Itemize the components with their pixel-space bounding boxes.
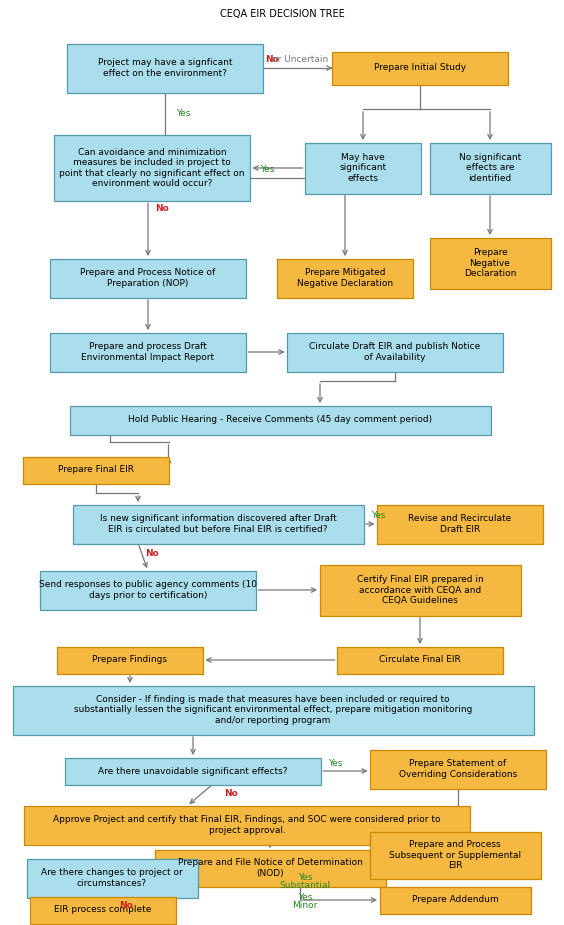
- Text: Revise and Recirculate
Draft EIR: Revise and Recirculate Draft EIR: [408, 514, 512, 534]
- Text: Prepare Addendum: Prepare Addendum: [412, 895, 499, 905]
- FancyBboxPatch shape: [370, 749, 546, 788]
- Text: Prepare
Negative
Declaration: Prepare Negative Declaration: [464, 248, 516, 278]
- Text: Yes: Yes: [371, 512, 385, 521]
- FancyBboxPatch shape: [24, 806, 470, 845]
- FancyBboxPatch shape: [54, 135, 250, 201]
- Text: No: No: [145, 549, 159, 558]
- Text: Prepare Initial Study: Prepare Initial Study: [374, 64, 466, 72]
- FancyBboxPatch shape: [430, 238, 550, 289]
- Text: Approve Project and certify that Final EIR, Findings, and SOC were considered pr: Approve Project and certify that Final E…: [53, 815, 440, 834]
- Text: Minor: Minor: [292, 902, 318, 910]
- FancyBboxPatch shape: [73, 504, 364, 544]
- Text: Substantial: Substantial: [279, 882, 331, 891]
- FancyBboxPatch shape: [67, 43, 263, 92]
- FancyBboxPatch shape: [57, 647, 203, 673]
- FancyBboxPatch shape: [377, 504, 543, 544]
- Text: No: No: [119, 901, 133, 909]
- FancyBboxPatch shape: [50, 332, 246, 372]
- Text: Prepare Final EIR: Prepare Final EIR: [58, 465, 134, 475]
- Text: Prepare Statement of
Overriding Considerations: Prepare Statement of Overriding Consider…: [399, 759, 517, 779]
- FancyBboxPatch shape: [12, 685, 534, 734]
- Text: Yes: Yes: [298, 873, 312, 882]
- Text: Are there unavoidable significant effects?: Are there unavoidable significant effect…: [98, 767, 288, 775]
- FancyBboxPatch shape: [337, 647, 503, 673]
- FancyBboxPatch shape: [50, 258, 246, 298]
- Text: Yes: Yes: [261, 166, 275, 175]
- Text: No: No: [224, 790, 238, 798]
- FancyBboxPatch shape: [27, 858, 197, 897]
- Text: Prepare Mitigated
Negative Declaration: Prepare Mitigated Negative Declaration: [297, 268, 393, 288]
- Text: Project may have a signficant
effect on the environment?: Project may have a signficant effect on …: [98, 58, 232, 78]
- FancyBboxPatch shape: [319, 564, 521, 615]
- Text: Can avoidance and minimization
measures be included in project to
point that cle: Can avoidance and minimization measures …: [59, 148, 245, 188]
- FancyBboxPatch shape: [369, 832, 540, 879]
- Text: No significant
effects are
identified: No significant effects are identified: [459, 154, 521, 183]
- FancyBboxPatch shape: [30, 896, 176, 923]
- FancyBboxPatch shape: [69, 405, 491, 435]
- FancyBboxPatch shape: [287, 332, 503, 372]
- Text: Yes: Yes: [176, 109, 190, 118]
- Text: No: No: [155, 204, 169, 213]
- FancyBboxPatch shape: [430, 142, 550, 193]
- Text: Are there changes to project or
circumstances?: Are there changes to project or circumst…: [41, 869, 183, 888]
- FancyBboxPatch shape: [23, 457, 169, 484]
- Text: Circulate Final EIR: Circulate Final EIR: [379, 656, 461, 664]
- Text: Yes: Yes: [328, 758, 343, 768]
- Text: Send responses to public agency comments (10
days prior to certification): Send responses to public agency comments…: [39, 580, 257, 599]
- Text: or Uncertain: or Uncertain: [272, 56, 329, 65]
- Text: CEQA EIR DECISION TREE: CEQA EIR DECISION TREE: [219, 9, 345, 19]
- Text: Circulate Draft EIR and publish Notice
of Availability: Circulate Draft EIR and publish Notice o…: [310, 342, 481, 362]
- Text: Prepare and process Draft
Environmental Impact Report: Prepare and process Draft Environmental …: [81, 342, 214, 362]
- Text: Consider - If finding is made that measures have been included or required to
su: Consider - If finding is made that measu…: [74, 695, 472, 725]
- Text: Prepare and File Notice of Determination
(NOD): Prepare and File Notice of Determination…: [178, 858, 363, 878]
- FancyBboxPatch shape: [277, 258, 413, 298]
- Text: EIR process complete: EIR process complete: [54, 906, 152, 915]
- Text: No: No: [266, 56, 279, 65]
- Text: Prepare and Process Notice of
Preparation (NOP): Prepare and Process Notice of Preparatio…: [81, 268, 215, 288]
- Text: Certify Final EIR prepared in
accordance with CEQA and
CEQA Guidelines: Certify Final EIR prepared in accordance…: [356, 575, 483, 605]
- FancyBboxPatch shape: [65, 758, 321, 784]
- Text: Hold Public Hearing - Receive Comments (45 day comment period): Hold Public Hearing - Receive Comments (…: [128, 415, 432, 425]
- Text: Yes: Yes: [298, 894, 312, 903]
- Text: Prepare Findings: Prepare Findings: [92, 656, 168, 664]
- FancyBboxPatch shape: [305, 142, 421, 193]
- Text: May have
significant
effects: May have significant effects: [340, 154, 386, 183]
- Text: Is new significant information discovered after Draft
EIR is circulated but befo: Is new significant information discovere…: [100, 514, 336, 534]
- Text: Prepare and Process
Subsequent or Supplemental
EIR: Prepare and Process Subsequent or Supple…: [389, 840, 521, 869]
- FancyBboxPatch shape: [40, 571, 256, 610]
- FancyBboxPatch shape: [332, 52, 508, 84]
- FancyBboxPatch shape: [380, 886, 531, 914]
- FancyBboxPatch shape: [155, 849, 386, 886]
